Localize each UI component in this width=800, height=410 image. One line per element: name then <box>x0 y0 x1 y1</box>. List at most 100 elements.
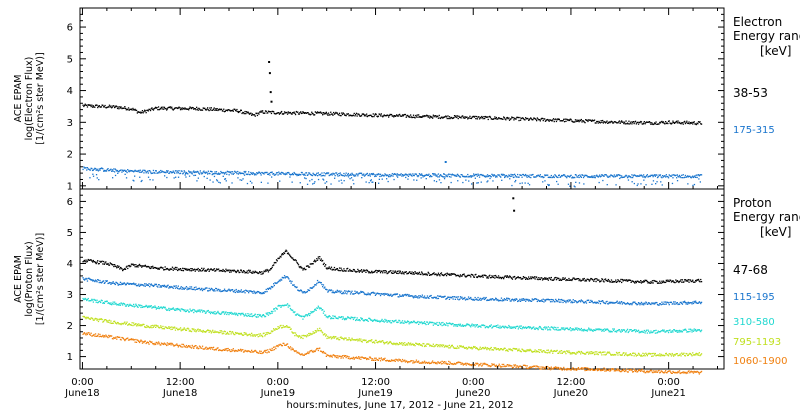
data-point <box>136 170 138 172</box>
data-point <box>195 286 197 288</box>
data-point <box>283 305 285 307</box>
data-point <box>654 123 656 125</box>
data-point <box>148 326 150 328</box>
data-point <box>527 298 529 301</box>
data-point <box>99 318 101 320</box>
data-point <box>464 299 467 301</box>
data-point-scatter <box>440 182 442 184</box>
data-point <box>182 172 185 174</box>
data-point <box>269 269 271 271</box>
data-point <box>322 259 324 262</box>
data-point <box>640 174 643 176</box>
data-point <box>221 172 223 174</box>
data-point <box>323 262 325 264</box>
data-point <box>184 107 186 109</box>
data-point <box>698 121 700 123</box>
data-point <box>220 330 223 332</box>
data-point <box>393 293 395 296</box>
data-point <box>418 321 421 323</box>
data-point <box>362 291 364 293</box>
data-point <box>641 123 643 125</box>
data-point <box>252 114 254 116</box>
data-point <box>665 281 667 283</box>
data-point <box>157 109 159 111</box>
data-point <box>443 116 445 118</box>
data-point <box>135 283 137 285</box>
data-point <box>667 280 670 282</box>
data-point <box>106 263 108 265</box>
data-point-scatter <box>443 178 446 180</box>
data-point <box>313 332 315 334</box>
data-point <box>573 176 575 179</box>
data-point <box>687 301 689 303</box>
data-point <box>530 176 532 179</box>
data-point <box>666 280 668 282</box>
data-point <box>347 339 349 341</box>
data-point <box>459 176 462 178</box>
data-point <box>432 297 434 299</box>
data-point <box>467 298 469 301</box>
data-point <box>662 280 665 282</box>
data-point <box>662 281 664 284</box>
data-point <box>575 278 577 280</box>
data-point <box>259 314 262 316</box>
data-point <box>599 300 601 303</box>
data-point <box>508 119 511 121</box>
data-point <box>387 343 389 345</box>
data-point <box>692 301 694 303</box>
data-point <box>443 296 445 298</box>
data-point <box>100 261 102 263</box>
data-point <box>459 323 462 325</box>
data-point <box>654 174 656 176</box>
data-point <box>413 295 415 297</box>
data-point-scatter <box>438 179 441 181</box>
data-point <box>135 170 137 172</box>
data-point <box>256 272 259 274</box>
data-point <box>616 300 618 302</box>
data-point <box>366 269 368 272</box>
data-point <box>196 288 199 290</box>
data-point-scatter <box>92 175 95 177</box>
data-point <box>446 272 448 274</box>
data-point-scatter <box>416 179 418 181</box>
data-point <box>577 120 579 122</box>
data-point <box>103 320 105 323</box>
data-point <box>369 114 371 116</box>
data-point <box>287 306 289 308</box>
data-point <box>503 174 506 176</box>
data-point <box>234 109 237 111</box>
data-point <box>376 341 378 343</box>
data-point <box>191 309 193 312</box>
data-point <box>610 301 613 304</box>
data-point <box>668 329 670 332</box>
data-point <box>151 284 153 286</box>
data-point <box>515 176 517 178</box>
data-point <box>127 305 130 307</box>
data-point <box>693 176 695 178</box>
data-point <box>201 287 203 290</box>
data-point <box>97 260 99 262</box>
data-point-scatter <box>213 175 216 178</box>
data-point <box>467 323 470 326</box>
data-point <box>407 116 410 118</box>
data-point <box>473 116 475 118</box>
data-point <box>672 303 674 305</box>
data-point <box>445 175 448 177</box>
data-point <box>169 106 171 108</box>
data-point <box>563 329 566 331</box>
data-point <box>556 176 558 178</box>
data-point <box>102 263 104 265</box>
data-point <box>296 286 298 288</box>
data-point <box>163 285 165 287</box>
data-point <box>322 334 325 336</box>
data-point <box>262 172 264 174</box>
data-point <box>381 174 383 177</box>
data-point <box>464 275 466 277</box>
data-point-scatter <box>462 181 464 184</box>
data-point <box>176 266 178 269</box>
data-point <box>529 300 531 302</box>
data-point <box>150 283 152 285</box>
data-point <box>248 290 251 292</box>
data-point <box>566 119 569 121</box>
data-point <box>337 291 339 293</box>
